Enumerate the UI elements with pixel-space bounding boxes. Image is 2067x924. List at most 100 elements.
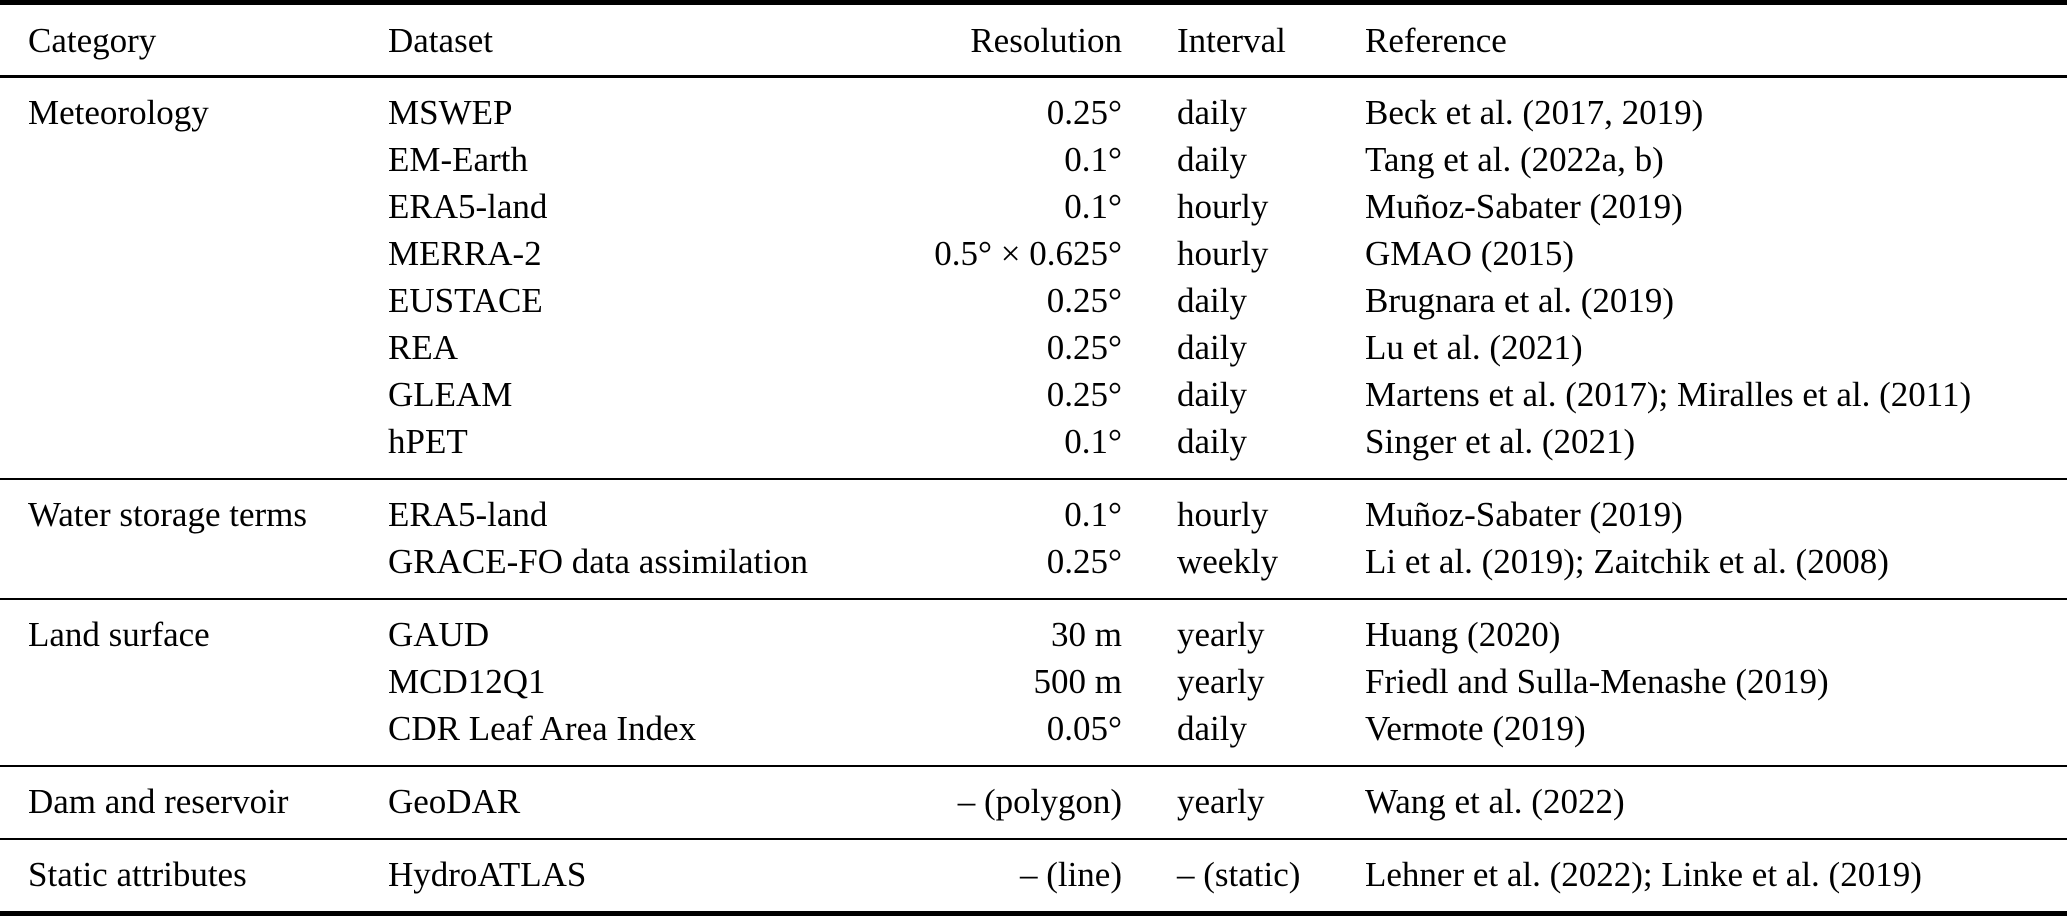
cell-reference: Muñoz-Sabater (2019) <box>1365 495 1683 534</box>
cell-resolution: 0.1° <box>1064 495 1122 534</box>
cell-dataset: MSWEP <box>388 93 513 132</box>
table-row: EM-Earth 0.1° daily Tang et al. (2022a, … <box>0 136 2067 183</box>
cell-dataset: HydroATLAS <box>388 855 587 894</box>
table-row: ERA5-land 0.1° hourly Muñoz-Sabater (201… <box>0 183 2067 230</box>
cell-interval: hourly <box>1177 234 1269 273</box>
cell-category: Dam and reservoir <box>28 782 289 821</box>
cell-dataset: GRACE-FO data assimilation <box>388 542 808 581</box>
col-header-interval: Interval <box>1177 21 1286 60</box>
cell-interval: hourly <box>1177 187 1269 226</box>
cell-reference: Singer et al. (2021) <box>1365 422 1636 461</box>
cell-reference: Huang (2020) <box>1365 615 1561 654</box>
cell-interval: daily <box>1177 281 1247 320</box>
col-header-category: Category <box>28 21 157 60</box>
cell-reference: Wang et al. (2022) <box>1365 782 1625 821</box>
cell-resolution: 0.25° <box>1046 93 1122 132</box>
cell-reference: Lehner et al. (2022); Linke et al. (2019… <box>1365 855 1922 894</box>
cell-resolution: – (polygon) <box>957 782 1122 821</box>
cell-reference: Vermote (2019) <box>1365 709 1586 748</box>
cell-reference: GMAO (2015) <box>1365 234 1575 273</box>
table-row: Static attributes HydroATLAS – (line) – … <box>0 851 2067 898</box>
cell-interval: yearly <box>1177 615 1265 654</box>
section-land-surface: Land surface GAUD 30 m yearly Huang (202… <box>0 600 2067 767</box>
table-header-row: Category Dataset Resolution Interval Ref… <box>0 17 2067 64</box>
col-header-reference: Reference <box>1365 21 1507 60</box>
cell-interval: daily <box>1177 93 1247 132</box>
table-row: EUSTACE 0.25° daily Brugnara et al. (201… <box>0 277 2067 324</box>
cell-category-empty <box>28 136 388 183</box>
cell-interval: – (static) <box>1177 855 1301 894</box>
table-row: Water storage terms ERA5-land 0.1° hourl… <box>0 491 2067 538</box>
cell-category-empty <box>28 538 388 585</box>
cell-category-empty <box>28 230 388 277</box>
col-header-resolution: Resolution <box>970 21 1122 60</box>
cell-resolution: 30 m <box>1051 615 1122 654</box>
table-row: MERRA-2 0.5° × 0.625° hourly GMAO (2015) <box>0 230 2067 277</box>
cell-category-empty <box>28 371 388 418</box>
table-row: MCD12Q1 500 m yearly Friedl and Sulla-Me… <box>0 658 2067 705</box>
cell-resolution: 500 m <box>1033 662 1122 701</box>
cell-resolution: 0.05° <box>1046 709 1122 748</box>
cell-dataset: EUSTACE <box>388 281 543 320</box>
cell-category-empty <box>28 418 388 465</box>
cell-category: Meteorology <box>28 93 209 132</box>
cell-interval: daily <box>1177 709 1247 748</box>
cell-interval: yearly <box>1177 662 1265 701</box>
section-water-storage-terms: Water storage terms ERA5-land 0.1° hourl… <box>0 480 2067 600</box>
cell-resolution: 0.1° <box>1064 422 1122 461</box>
section-static-attributes: Static attributes HydroATLAS – (line) – … <box>0 840 2067 911</box>
cell-dataset: ERA5-land <box>388 187 548 226</box>
cell-reference: Martens et al. (2017); Miralles et al. (… <box>1365 375 1972 414</box>
table-row: GLEAM 0.25° daily Martens et al. (2017);… <box>0 371 2067 418</box>
cell-dataset: MCD12Q1 <box>388 662 546 701</box>
table-row: GRACE-FO data assimilation 0.25° weekly … <box>0 538 2067 585</box>
cell-reference: Lu et al. (2021) <box>1365 328 1583 367</box>
cell-resolution: 0.1° <box>1064 187 1122 226</box>
cell-dataset: EM-Earth <box>388 140 528 179</box>
cell-category-empty <box>28 658 388 705</box>
cell-interval: daily <box>1177 375 1247 414</box>
section-dam-and-reservoir: Dam and reservoir GeoDAR – (polygon) yea… <box>0 767 2067 840</box>
cell-category-empty <box>28 277 388 324</box>
cell-dataset: MERRA-2 <box>388 234 542 273</box>
cell-interval: yearly <box>1177 782 1265 821</box>
cell-dataset: ERA5-land <box>388 495 548 534</box>
cell-category: Water storage terms <box>28 495 308 534</box>
cell-reference: Tang et al. (2022a, b) <box>1365 140 1664 179</box>
table-row: hPET 0.1° daily Singer et al. (2021) <box>0 418 2067 465</box>
cell-category-empty <box>28 324 388 371</box>
table-row: Dam and reservoir GeoDAR – (polygon) yea… <box>0 778 2067 825</box>
cell-dataset: CDR Leaf Area Index <box>388 709 697 748</box>
cell-category-empty <box>28 705 388 752</box>
table-row: CDR Leaf Area Index 0.05° daily Vermote … <box>0 705 2067 752</box>
col-header-dataset: Dataset <box>388 21 493 60</box>
cell-reference: Muñoz-Sabater (2019) <box>1365 187 1683 226</box>
cell-dataset: GLEAM <box>388 375 513 414</box>
cell-category: Land surface <box>28 615 210 654</box>
cell-resolution: 0.25° <box>1046 542 1122 581</box>
cell-interval: weekly <box>1177 542 1279 581</box>
cell-dataset: REA <box>388 328 458 367</box>
table-row: REA 0.25° daily Lu et al. (2021) <box>0 324 2067 371</box>
cell-dataset: GAUD <box>388 615 490 654</box>
cell-reference: Friedl and Sulla-Menashe (2019) <box>1365 662 1829 701</box>
cell-interval: daily <box>1177 328 1247 367</box>
cell-resolution: – (line) <box>1019 855 1122 894</box>
cell-resolution: 0.25° <box>1046 281 1122 320</box>
cell-resolution: 0.25° <box>1046 375 1122 414</box>
table-header: Category Dataset Resolution Interval Ref… <box>0 5 2067 78</box>
cell-reference: Li et al. (2019); Zaitchik et al. (2008) <box>1365 542 1889 581</box>
table-row: Meteorology MSWEP 0.25° daily Beck et al… <box>0 89 2067 136</box>
cell-interval: hourly <box>1177 495 1269 534</box>
cell-reference: Beck et al. (2017, 2019) <box>1365 93 1704 132</box>
cell-category-empty <box>28 183 388 230</box>
cell-category: Static attributes <box>28 855 247 894</box>
cell-resolution: 0.1° <box>1064 140 1122 179</box>
cell-dataset: GeoDAR <box>388 782 521 821</box>
cell-interval: daily <box>1177 422 1247 461</box>
cell-interval: daily <box>1177 140 1247 179</box>
cell-resolution: 0.5° × 0.625° <box>934 234 1122 273</box>
cell-resolution: 0.25° <box>1046 328 1122 367</box>
cell-reference: Brugnara et al. (2019) <box>1365 281 1675 320</box>
